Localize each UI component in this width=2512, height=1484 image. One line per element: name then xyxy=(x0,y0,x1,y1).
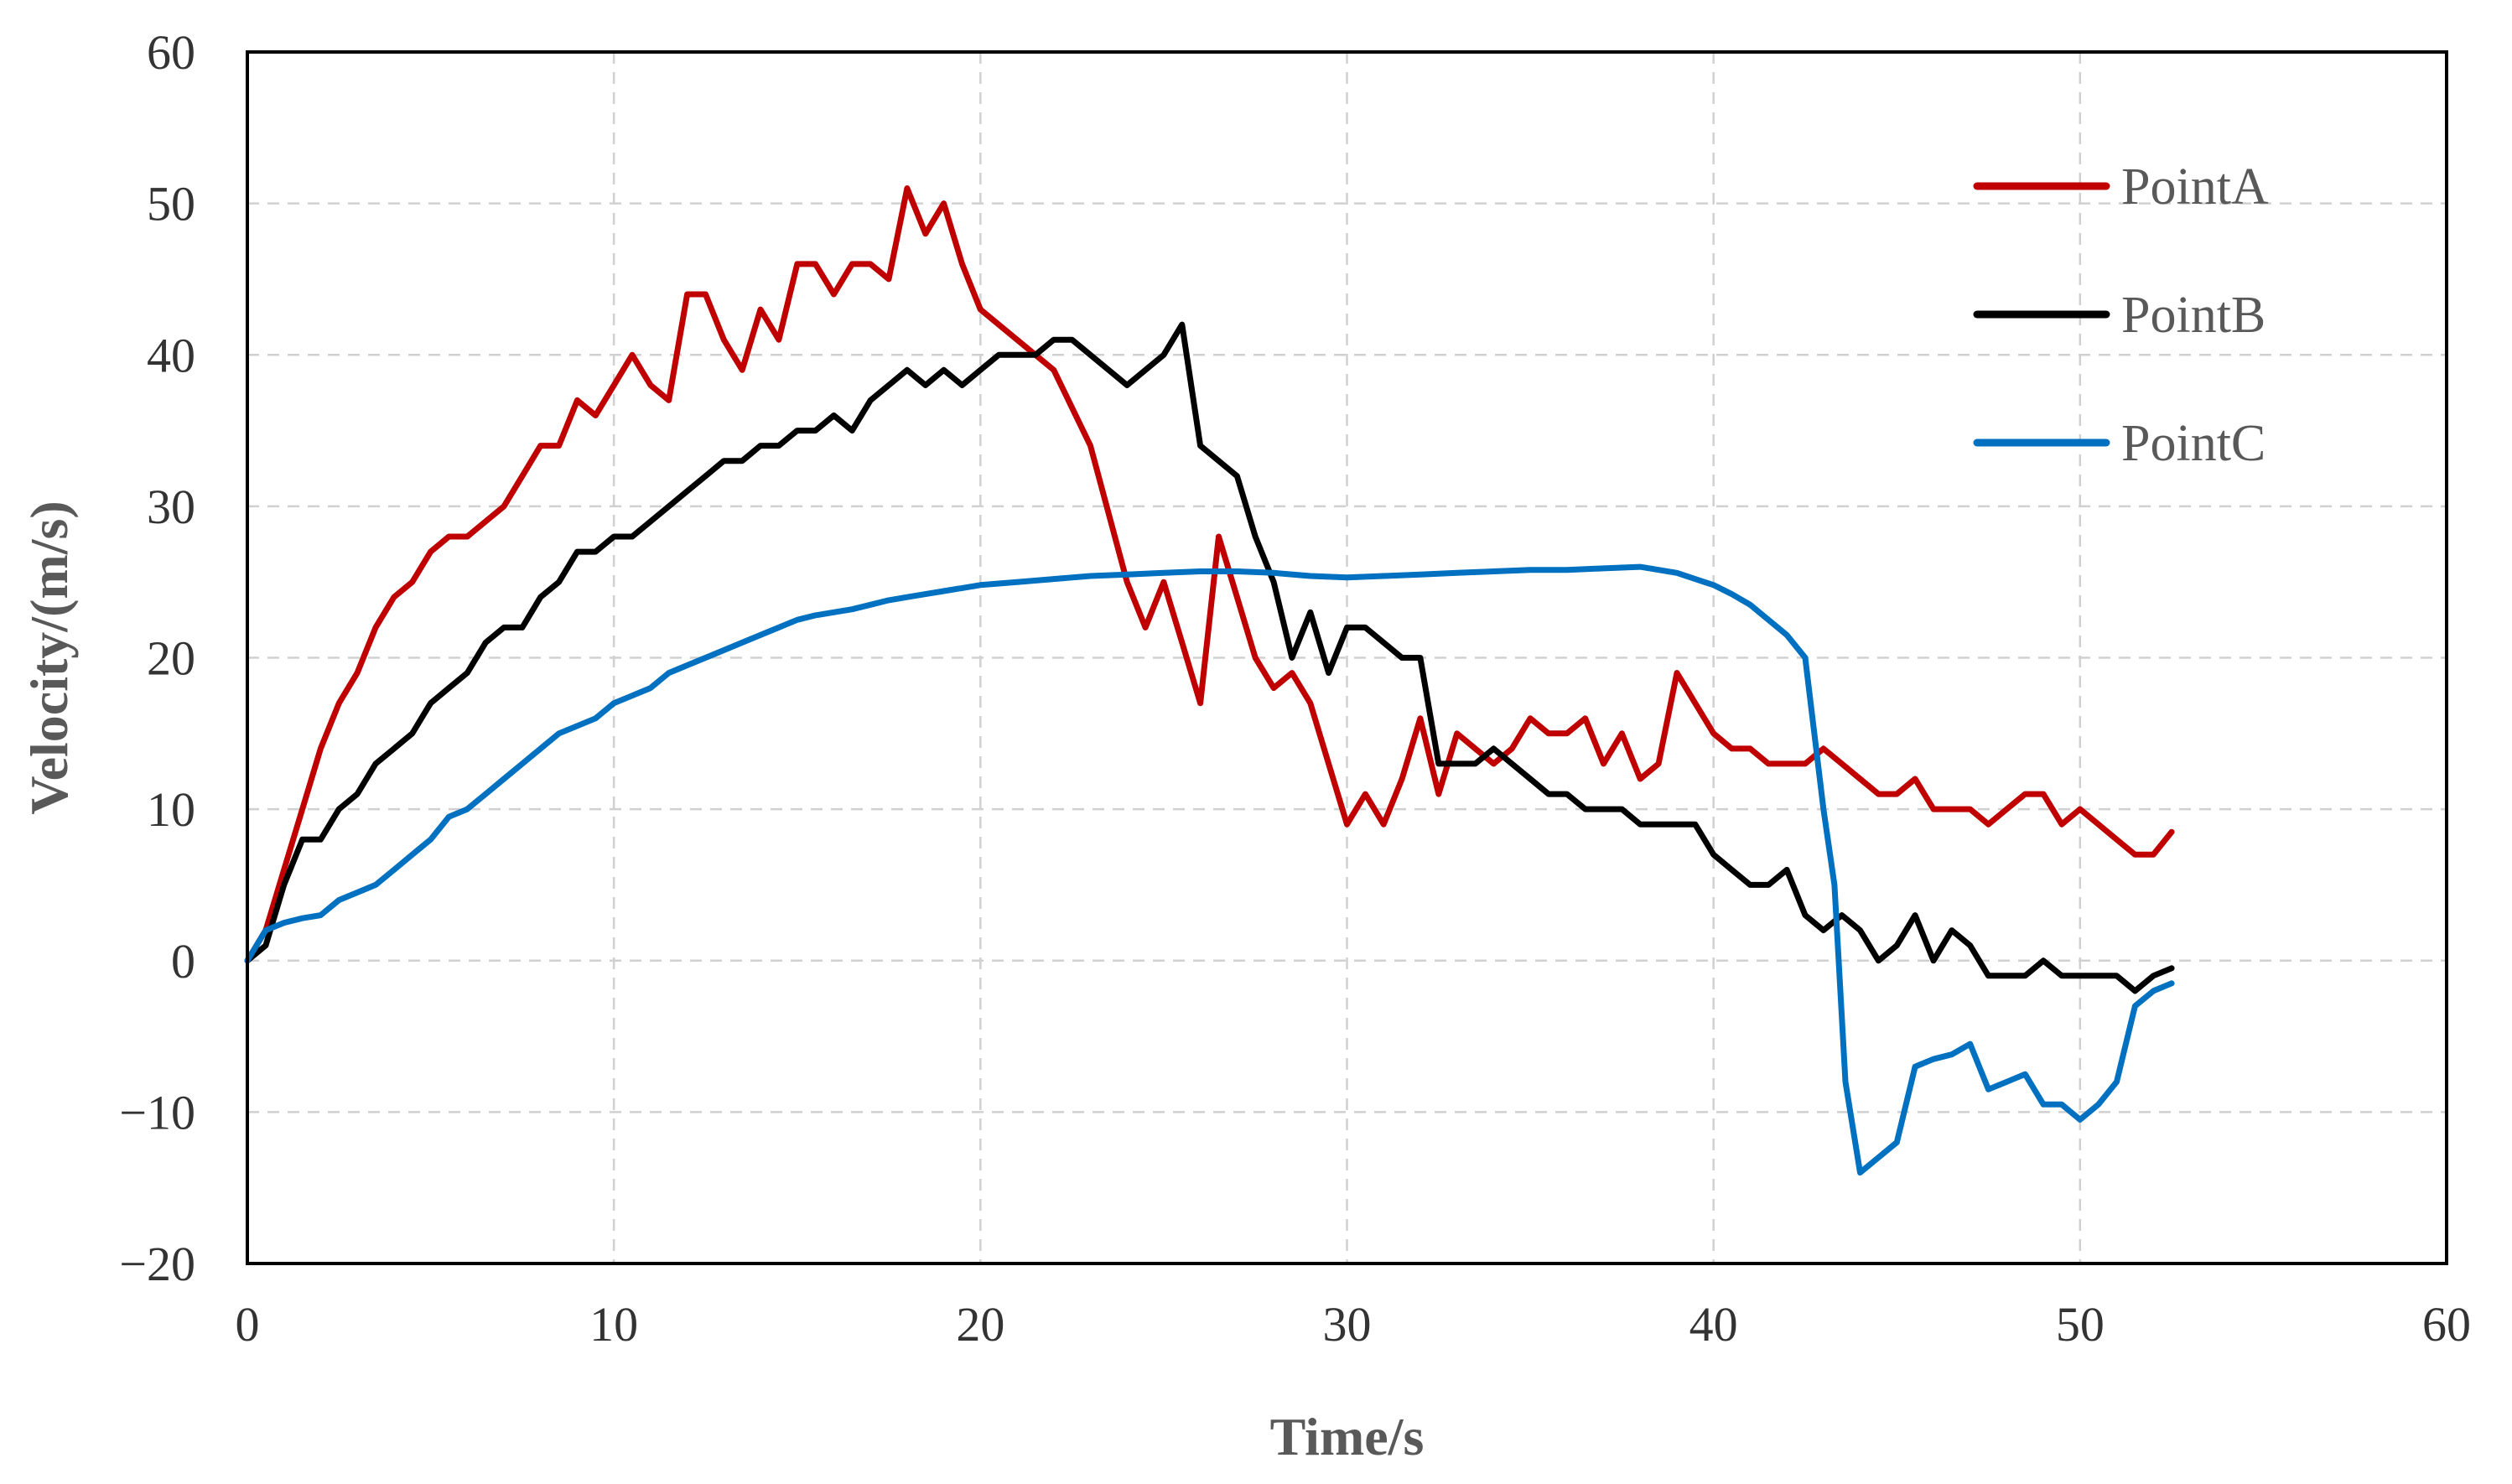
legend: PointA PointB PointC xyxy=(1973,158,2269,472)
legend-label-pointc: PointC xyxy=(2121,415,2265,472)
y-axis-title: Velocity/(m/s) xyxy=(19,501,79,814)
y-tick-label: 10 xyxy=(147,782,195,837)
x-tick-label: 10 xyxy=(589,1297,638,1352)
series-line-pointc xyxy=(244,563,2175,1176)
y-tick-label: 0 xyxy=(171,934,195,988)
legend-label-pointb: PointB xyxy=(2121,287,2265,344)
y-tick-label: 40 xyxy=(147,328,195,382)
series-lines xyxy=(244,185,2175,1176)
x-tick-label: 30 xyxy=(1323,1297,1372,1352)
x-tick-label: 40 xyxy=(1689,1297,1738,1352)
legend-label-pointa: PointA xyxy=(2121,158,2269,215)
y-tick-label: 60 xyxy=(147,25,195,80)
x-tick-label: 0 xyxy=(236,1297,260,1352)
series-line-pointb xyxy=(244,321,2175,994)
tick-labels: 0 10 20 30 40 50 60 −20 −10 0 10 20 30 40 50 60 xyxy=(119,25,2471,1352)
plot-area-frame xyxy=(246,50,2448,1265)
y-tick-label: 30 xyxy=(147,480,195,534)
y-tick-label: −10 xyxy=(119,1085,195,1139)
y-tick-label: 50 xyxy=(147,177,195,231)
x-tick-label: 50 xyxy=(2056,1297,2105,1352)
x-tick-label: 60 xyxy=(2422,1297,2471,1352)
x-tick-label: 20 xyxy=(956,1297,1004,1352)
grid-lines xyxy=(247,52,2447,1263)
x-axis-title: Time/s xyxy=(1270,1407,1425,1466)
series-line-pointa xyxy=(244,185,2175,964)
y-tick-label: 20 xyxy=(147,631,195,686)
y-tick-label: −20 xyxy=(119,1237,195,1291)
